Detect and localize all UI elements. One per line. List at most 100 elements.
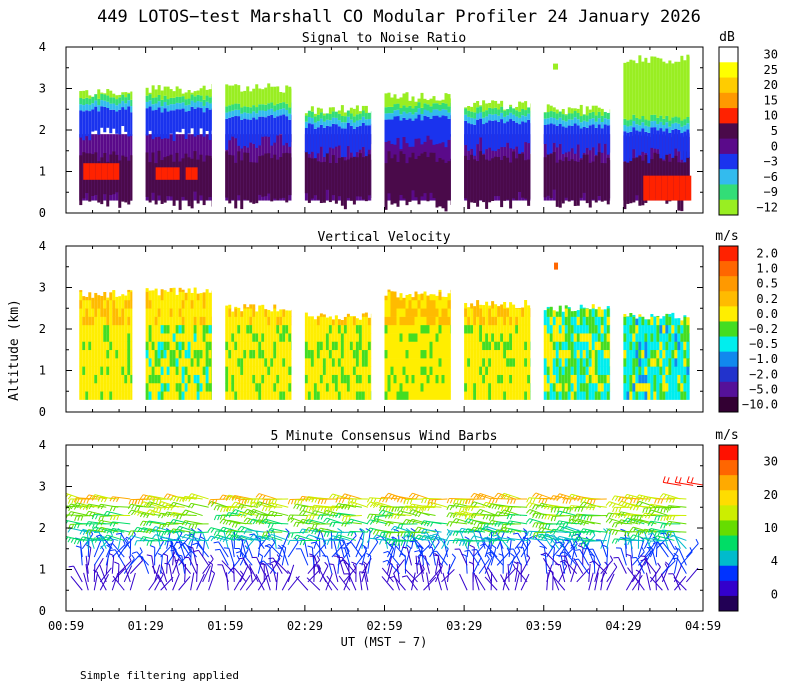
vv-cell [638, 382, 642, 392]
vv-cell [307, 358, 311, 367]
wind-barb-feather [139, 512, 144, 518]
vv-cell [288, 374, 292, 384]
wind-barb-feather [366, 537, 371, 543]
vv-cell [91, 349, 95, 359]
vv-cell [626, 324, 630, 334]
snr-cell [148, 92, 152, 95]
wind-barb [315, 541, 327, 558]
vv-cell [121, 374, 125, 384]
vv-cell [414, 299, 418, 309]
vv-cell [641, 358, 645, 367]
vv-cell [603, 358, 607, 367]
vv-cell [564, 324, 568, 334]
vv-cell [600, 382, 604, 392]
wind-barb [417, 556, 424, 574]
snr-cell [656, 130, 660, 150]
vv-cell [178, 324, 182, 334]
vv-cell [267, 309, 271, 317]
vv-cell [267, 349, 271, 359]
vv-cell [288, 391, 292, 400]
snr-cell [337, 110, 341, 114]
wind-barb [381, 576, 394, 591]
vv-cell [467, 358, 471, 367]
vv-cell [148, 290, 152, 292]
vv-cell [352, 358, 356, 367]
wind-barb-feather [391, 541, 394, 547]
snr-block [79, 89, 133, 208]
snr-cell [196, 94, 200, 102]
vv-cell [638, 341, 642, 351]
colorbar-label: 0 [771, 139, 778, 153]
wind-barb-feather [479, 510, 484, 515]
wind-barb-feather [268, 557, 274, 560]
vv-cell [196, 349, 200, 359]
vv-cell [677, 374, 681, 384]
vv-cell [396, 324, 400, 334]
vv-cell [546, 391, 550, 400]
wind-barb-feather [469, 544, 475, 548]
vv-cell [585, 391, 589, 400]
wind-barb-feather [287, 540, 291, 546]
snr-cell [166, 99, 170, 106]
wind-barb-feather [79, 536, 84, 542]
vv-cell [288, 310, 292, 317]
vv-cell [112, 349, 116, 359]
vv-cell [325, 317, 329, 326]
vv-cell [564, 366, 568, 375]
vv-cell [367, 349, 371, 359]
vv-cell [337, 366, 341, 375]
snr-cell [671, 63, 675, 118]
vv-cell [467, 374, 471, 384]
wind-barb [83, 572, 89, 591]
wind-barb-feather [152, 499, 156, 505]
wind-barb-feather [464, 498, 468, 504]
vv-cell [255, 349, 259, 359]
vv-cell [552, 366, 556, 375]
wind-barb-feather [210, 536, 215, 542]
vv-cell [97, 324, 101, 334]
vv-cell [488, 305, 492, 309]
vv-cell [597, 306, 601, 309]
vv-cell [178, 382, 182, 392]
vv-cell [85, 324, 89, 334]
snr-cell [319, 112, 323, 119]
vv-cell [420, 358, 424, 367]
vv-cell [588, 391, 592, 400]
vv-cell [677, 333, 681, 342]
wind-barb-feather [332, 506, 336, 512]
snr-cell [285, 85, 289, 104]
snr-cell [549, 154, 553, 199]
snr-cell [313, 122, 317, 129]
snr-cell [240, 160, 244, 210]
snr-cell [208, 97, 212, 104]
vv-cell [506, 366, 510, 375]
vv-cell [121, 316, 125, 326]
vv-cell [181, 291, 185, 301]
vv-cell [635, 366, 639, 375]
wind-barb [338, 575, 351, 591]
vv-cell [549, 349, 553, 359]
vv-cell [145, 358, 149, 367]
vv-cell [166, 316, 170, 326]
vv-cell [552, 382, 556, 392]
vv-cell [234, 333, 238, 342]
vv-cell [582, 366, 586, 375]
wind-barb [111, 555, 115, 574]
snr-cell [319, 108, 323, 113]
vv-cell [109, 374, 113, 384]
wind-barb-feather [219, 518, 224, 524]
vv-cell [160, 374, 164, 384]
snr-cell [588, 119, 592, 126]
wind-barb-feather [402, 546, 408, 549]
vv-cell [205, 374, 209, 384]
vv-cell [432, 374, 436, 384]
wind-barb [93, 540, 102, 558]
vv-cell [355, 366, 359, 375]
vv-cell [276, 382, 280, 392]
vv-cell [464, 324, 468, 334]
snr-cell [343, 128, 347, 157]
snr-cell [644, 57, 648, 120]
wind-barb-feather [112, 521, 117, 527]
snr-cell [361, 116, 365, 123]
snr-cell [653, 120, 657, 128]
